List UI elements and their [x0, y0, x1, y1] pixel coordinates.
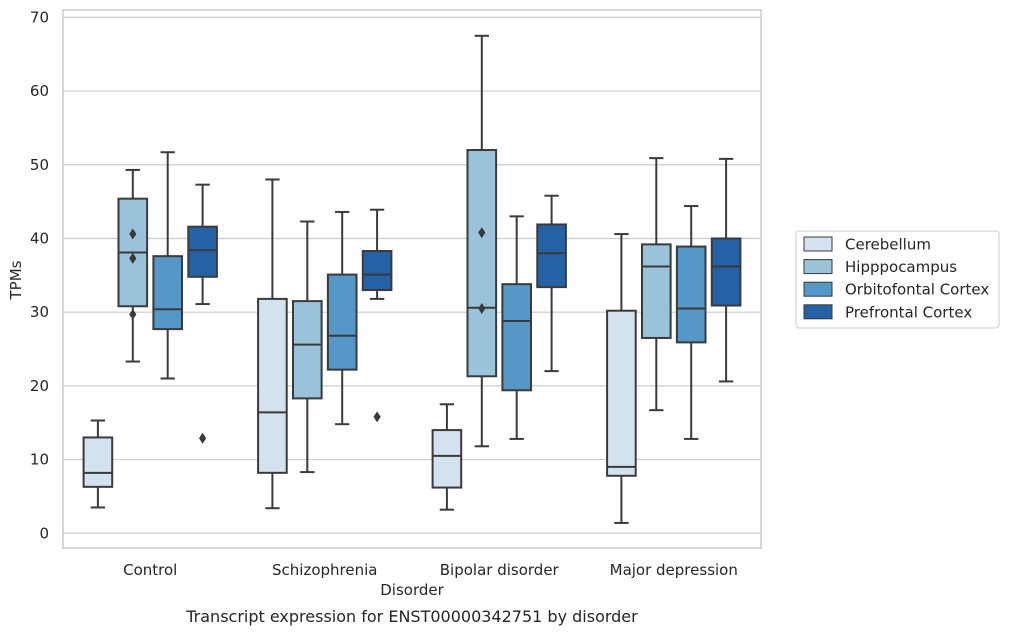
box-0-1: [257, 178, 288, 510]
y-tick-labels: 0 10 20 30 40 50 60 70: [30, 8, 49, 542]
box-2-0: [152, 151, 184, 380]
y-axis-label: TPMs: [7, 260, 25, 300]
box-3-1: [361, 208, 393, 423]
y-tick-label: 60: [30, 82, 49, 100]
x-tick-label: Control: [123, 561, 177, 579]
iqr-box: [257, 297, 288, 474]
outlier-point: [129, 308, 137, 320]
chart-caption: Transcript expression for ENST0000034275…: [185, 607, 638, 626]
legend-label: Cerebellum: [845, 236, 931, 254]
box-2-3: [675, 205, 707, 440]
legend-swatch: [803, 304, 833, 320]
x-tick-labels: Control Schizophrenia Bipolar disorder Majo…: [123, 561, 738, 579]
iqr-box: [710, 237, 742, 307]
iqr-box: [326, 273, 358, 371]
iqr-box: [675, 245, 707, 344]
box-1-1: [291, 220, 323, 474]
iqr-box: [152, 255, 184, 331]
box-2-2: [501, 215, 533, 440]
y-tick-label: 30: [30, 303, 49, 321]
box-1-3: [640, 157, 672, 412]
iqr-box: [82, 436, 114, 488]
box-0-2: [431, 403, 463, 511]
outlier-point: [129, 228, 137, 240]
iqr-box: [536, 223, 567, 289]
legend-label: Orbitofontal Cortex: [845, 281, 989, 299]
legend-label: Hipppocampus: [845, 258, 957, 276]
iqr-box: [291, 300, 323, 400]
box-3-0: [187, 183, 218, 444]
iqr-box: [640, 243, 672, 339]
box-2-1: [326, 210, 358, 426]
box-3-2: [536, 194, 567, 373]
plot-frame: [62, 9, 762, 549]
legend-swatch: [803, 236, 833, 252]
outlier-point: [478, 227, 486, 239]
outlier-point: [199, 432, 207, 444]
iqr-box: [361, 249, 393, 292]
box-series-layer: [82, 34, 742, 524]
x-tick-label: Bipolar disorder: [440, 561, 560, 579]
iqr-box: [466, 149, 498, 378]
outlier-point: [373, 411, 381, 423]
legend-swatch: [803, 259, 833, 275]
iqr-box: [187, 225, 218, 278]
box-1-2: [466, 34, 498, 448]
iqr-box: [606, 309, 637, 477]
x-tick-label: Schizophrenia: [272, 561, 377, 579]
y-tick-label: 70: [30, 8, 49, 26]
box-0-3: [606, 233, 637, 524]
x-axis-label: Disorder: [380, 581, 444, 599]
legend-label: Prefrontal Cortex: [845, 303, 972, 321]
box-1-0: [117, 168, 149, 363]
legend: Cerebellum Hipppocampus Orbitofontal Corte…: [795, 230, 1000, 329]
box-0-0: [82, 419, 114, 509]
y-tick-label: 10: [30, 451, 49, 469]
y-tick-label: 0: [39, 524, 49, 542]
iqr-box: [431, 429, 463, 489]
iqr-box: [501, 283, 533, 392]
outlier-point: [478, 302, 486, 314]
y-tick-label: 20: [30, 377, 49, 395]
box-3-3: [710, 157, 742, 383]
y-tick-label: 40: [30, 229, 49, 247]
y-tick-label: 50: [30, 156, 49, 174]
legend-swatch: [803, 281, 833, 297]
legend-frame: [795, 230, 1000, 329]
x-tick-label: Major depression: [610, 561, 738, 579]
outlier-point: [129, 252, 137, 264]
